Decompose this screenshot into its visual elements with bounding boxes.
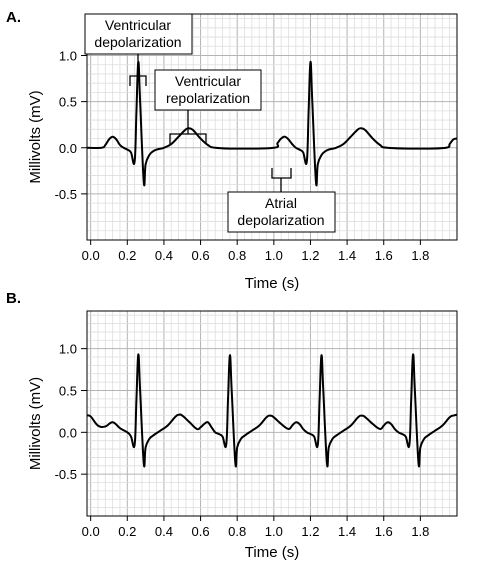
panel-b-y-axis-label: Millivolts (mV) bbox=[27, 377, 44, 470]
y-tick-label: 0.5 bbox=[59, 95, 77, 110]
panel-b-ticks: 0.0 0.2 0.4 0.6 0.8 1.0 1.2 1.4 1.6 1.8 1.0 0.5 0.0 -… bbox=[55, 342, 430, 539]
annotation-bracket bbox=[169, 110, 207, 144]
x-tick-label: 1.0 bbox=[265, 248, 283, 263]
y-tick-label: -0.5 bbox=[55, 187, 77, 202]
x-tick-label: 0.4 bbox=[155, 248, 173, 263]
annotation-bracket bbox=[129, 54, 147, 86]
x-tick-label: 1.4 bbox=[338, 524, 356, 539]
y-tick-label: 0.5 bbox=[59, 383, 77, 398]
x-tick-label: 1.8 bbox=[411, 524, 429, 539]
annotation-box bbox=[227, 191, 336, 233]
x-tick-label: 1.4 bbox=[338, 248, 356, 263]
annotation-atrial-depolarization: Atrial depolarization bbox=[227, 168, 336, 233]
x-tick-label: 0.0 bbox=[82, 248, 100, 263]
annotation-box bbox=[154, 69, 262, 111]
y-tick-label: 0.0 bbox=[59, 141, 77, 156]
annotation-ventricular-repolarization: Ventricular repolarization bbox=[154, 69, 262, 144]
panel-a-x-axis-label: Time (s) bbox=[245, 275, 299, 292]
panel-b-plot-frame bbox=[86, 310, 458, 517]
annotation-line-1: Atrial bbox=[265, 195, 297, 211]
panel-a-ecg-trace bbox=[86, 60, 458, 187]
annotation-line-1: Ventricular bbox=[175, 73, 241, 89]
annotation-line-1: Ventricular bbox=[105, 17, 171, 33]
x-tick-label: 0.2 bbox=[118, 248, 136, 263]
panel-a-y-axis-label: Millivolts (mV) bbox=[27, 90, 44, 183]
x-tick-label: 0.6 bbox=[192, 248, 210, 263]
panel-a-label: A. bbox=[6, 9, 21, 26]
annotation-line-2: depolarization bbox=[94, 34, 181, 50]
x-tick-label: 1.2 bbox=[301, 248, 319, 263]
annotation-bracket bbox=[271, 168, 292, 192]
annotation-ventricular-depolarization: Ventricular depolarization bbox=[84, 13, 193, 86]
x-tick-label: 1.2 bbox=[301, 524, 319, 539]
panel-b-ecg-chart: B. 0.0 0.2 0.4 0.6 0.8 1.0 1.2 1.4 1.6 1.81.00.50… bbox=[6, 290, 458, 561]
x-tick-label: 0.2 bbox=[118, 524, 136, 539]
annotation-line-2: repolarization bbox=[166, 90, 250, 106]
x-tick-label: 0.4 bbox=[155, 524, 173, 539]
x-tick-label: 0.0 bbox=[82, 524, 100, 539]
annotation-box bbox=[84, 13, 193, 55]
panel-b-grid bbox=[87, 311, 458, 517]
y-tick-label: 1.0 bbox=[59, 342, 77, 357]
x-tick-label: 1.6 bbox=[375, 248, 393, 263]
y-tick-label: -0.5 bbox=[55, 467, 77, 482]
panel-a-ticks: 0.0 0.2 0.4 0.6 0.8 1.0 1.2 1.4 1.6 1.8 1.0 0.5 0.0 -… bbox=[55, 49, 430, 263]
x-tick-label: 0.8 bbox=[228, 248, 246, 263]
x-tick-label: 0.8 bbox=[228, 524, 246, 539]
panel-a-plot-frame bbox=[86, 13, 458, 241]
panel-b-label: B. bbox=[6, 290, 21, 307]
x-tick-label: 0.6 bbox=[192, 524, 210, 539]
y-tick-label: 0.0 bbox=[59, 425, 77, 440]
x-tick-label: 1.6 bbox=[375, 524, 393, 539]
panel-a-ecg-chart: A. 0.0 0.2 0.4 0.6 0.8 1.0 1.2 1.4 1.6 1.81.00.50… bbox=[6, 9, 458, 292]
x-tick-label: 1.8 bbox=[411, 248, 429, 263]
panel-b-x-axis-label: Time (s) bbox=[245, 544, 299, 561]
x-tick-label: 1.0 bbox=[265, 524, 283, 539]
annotation-line-2: depolarization bbox=[237, 212, 324, 228]
panel-b-ecg-trace bbox=[86, 353, 458, 468]
y-tick-label: 1.0 bbox=[59, 49, 77, 64]
